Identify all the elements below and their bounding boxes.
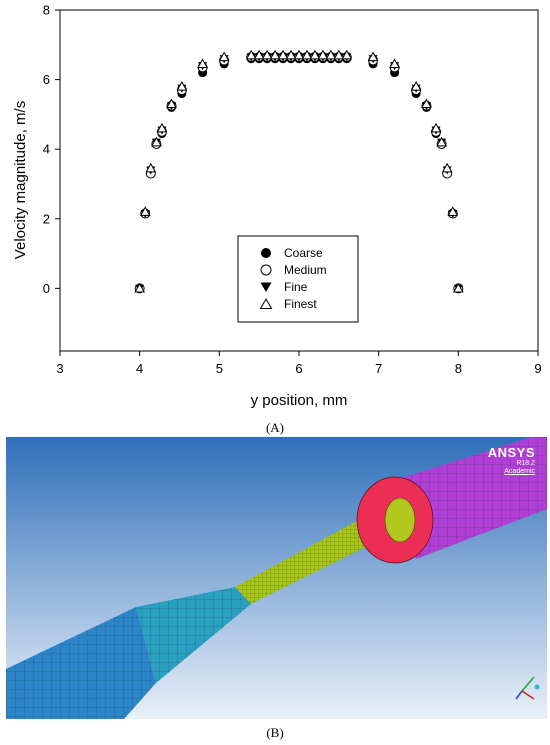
ansys-logo-edition: Academic (504, 468, 535, 475)
point-finest (367, 51, 379, 62)
ansys-logo-version: R18.2 (516, 460, 535, 467)
point-finest (430, 122, 442, 133)
x-tick-label: 8 (455, 361, 462, 376)
point-finest (176, 81, 188, 91)
point-finest (269, 49, 281, 60)
axis-triad-icon (515, 676, 540, 700)
data-points (134, 49, 464, 294)
point-finest (261, 49, 273, 60)
x-tick-label: 7 (375, 361, 382, 376)
legend-label-medium: Medium (284, 263, 327, 277)
point-finest (317, 49, 329, 60)
legend-marker-fine (260, 282, 272, 292)
x-tick-label: 5 (216, 361, 223, 376)
x-tick-label: 9 (534, 361, 541, 376)
point-finest (441, 162, 453, 173)
point-finest (156, 122, 168, 133)
ansys-mesh-render: ANSYS R18.2 Academic (6, 437, 547, 719)
x-axis-title: y position, mm (251, 392, 348, 409)
point-finest (452, 282, 464, 293)
point-finest (389, 58, 400, 69)
point-finest (197, 58, 208, 69)
ansys-logo: ANSYS R18.2 Academic (488, 445, 535, 476)
axis-ticks: 3 4 5 6 7 8 9 0 2 4 6 8 (43, 3, 542, 377)
x-tick-label: 3 (56, 361, 63, 376)
inlet-tube (6, 607, 156, 719)
point-finest (253, 49, 265, 60)
point-finest (341, 49, 353, 60)
caption-b: (B) (266, 725, 284, 740)
y-tick-label: 6 (43, 72, 50, 87)
y-axis-title: Velocity magnitude, m/s (12, 101, 29, 259)
point-finest (410, 81, 422, 91)
point-finest (277, 49, 289, 60)
y-tick-label: 2 (43, 211, 50, 226)
legend-box (237, 235, 359, 323)
legend-marker-coarse (261, 248, 271, 258)
taper-section (136, 587, 251, 683)
point-finest (333, 49, 345, 60)
x-tick-label: 4 (136, 361, 143, 376)
point-finest (421, 98, 432, 109)
outlet-face (356, 476, 434, 564)
point-finest (218, 51, 230, 62)
legend: Coarse Medium Fine Finest (237, 235, 359, 323)
point-finest (166, 98, 177, 109)
legend-marker-finest (259, 298, 273, 309)
point-finest (293, 49, 305, 60)
mesh-geometry (6, 437, 547, 719)
point-finest (245, 49, 257, 60)
velocity-chart: 3 4 5 6 7 8 9 0 2 4 6 8 y position, mm Velocity mag… (12, 3, 542, 410)
point-finest (139, 206, 151, 216)
point-finest (447, 206, 459, 216)
legend-marker-medium (260, 264, 272, 276)
point-finest (134, 282, 146, 293)
point-finest (325, 49, 337, 60)
point-finest (309, 49, 321, 60)
point-finest (285, 49, 297, 60)
legend-label-finest: Finest (284, 297, 317, 311)
y-tick-label: 8 (43, 3, 50, 18)
legend-label-fine: Fine (284, 280, 308, 294)
x-tick-label: 6 (295, 361, 302, 376)
ansys-logo-name: ANSYS (487, 445, 535, 460)
y-tick-label: 0 (43, 281, 50, 296)
y-tick-label: 4 (43, 142, 50, 157)
caption-a: (A) (265, 420, 285, 435)
legend-label-coarse: Coarse (284, 246, 323, 260)
point-finest (436, 136, 447, 147)
point-finest (145, 162, 157, 173)
point-finest (301, 49, 313, 60)
point-finest (151, 136, 162, 147)
